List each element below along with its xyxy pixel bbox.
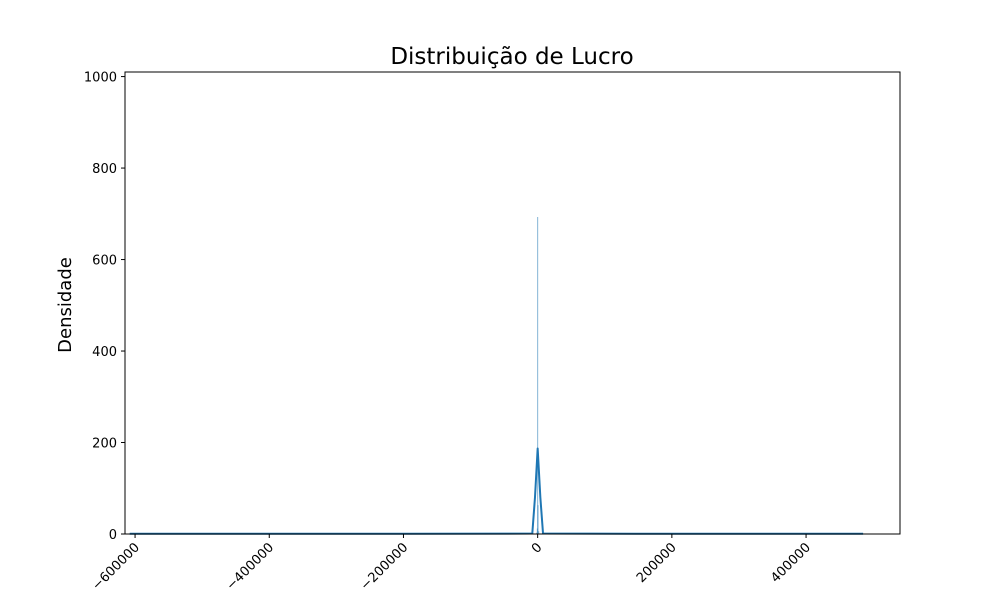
x-tick-label: −400000 bbox=[224, 540, 277, 593]
y-tick-label: 400 bbox=[92, 345, 117, 360]
x-tick-label: 200000 bbox=[634, 540, 680, 586]
y-tick-label: 0 bbox=[109, 528, 117, 543]
axis-ticks: −600000 −400000 −200000 0 200000 400000 0 200 40… bbox=[84, 71, 814, 594]
y-axis-label: Densidade bbox=[55, 257, 76, 353]
y-tick-label: 1000 bbox=[84, 71, 117, 86]
histogram-bar bbox=[538, 531, 540, 534]
y-tick-label: 800 bbox=[92, 162, 117, 177]
histogram-bars bbox=[536, 217, 540, 534]
histogram-bar bbox=[536, 532, 538, 534]
x-tick-label: −200000 bbox=[358, 540, 411, 593]
chart-title: Distribuição de Lucro bbox=[390, 44, 633, 70]
histogram-bar bbox=[537, 505, 539, 534]
kde-curve-group bbox=[129, 447, 864, 535]
histogram-bar bbox=[536, 528, 538, 534]
x-tick-label: 400000 bbox=[768, 540, 814, 586]
plot-frame bbox=[124, 71, 901, 535]
kde-line bbox=[129, 447, 864, 535]
x-tick-label: 0 bbox=[529, 540, 545, 556]
y-tick-label: 200 bbox=[92, 437, 117, 452]
histogram-bar bbox=[537, 217, 539, 534]
x-tick-label: −600000 bbox=[89, 540, 142, 593]
y-tick-label: 600 bbox=[92, 254, 117, 269]
